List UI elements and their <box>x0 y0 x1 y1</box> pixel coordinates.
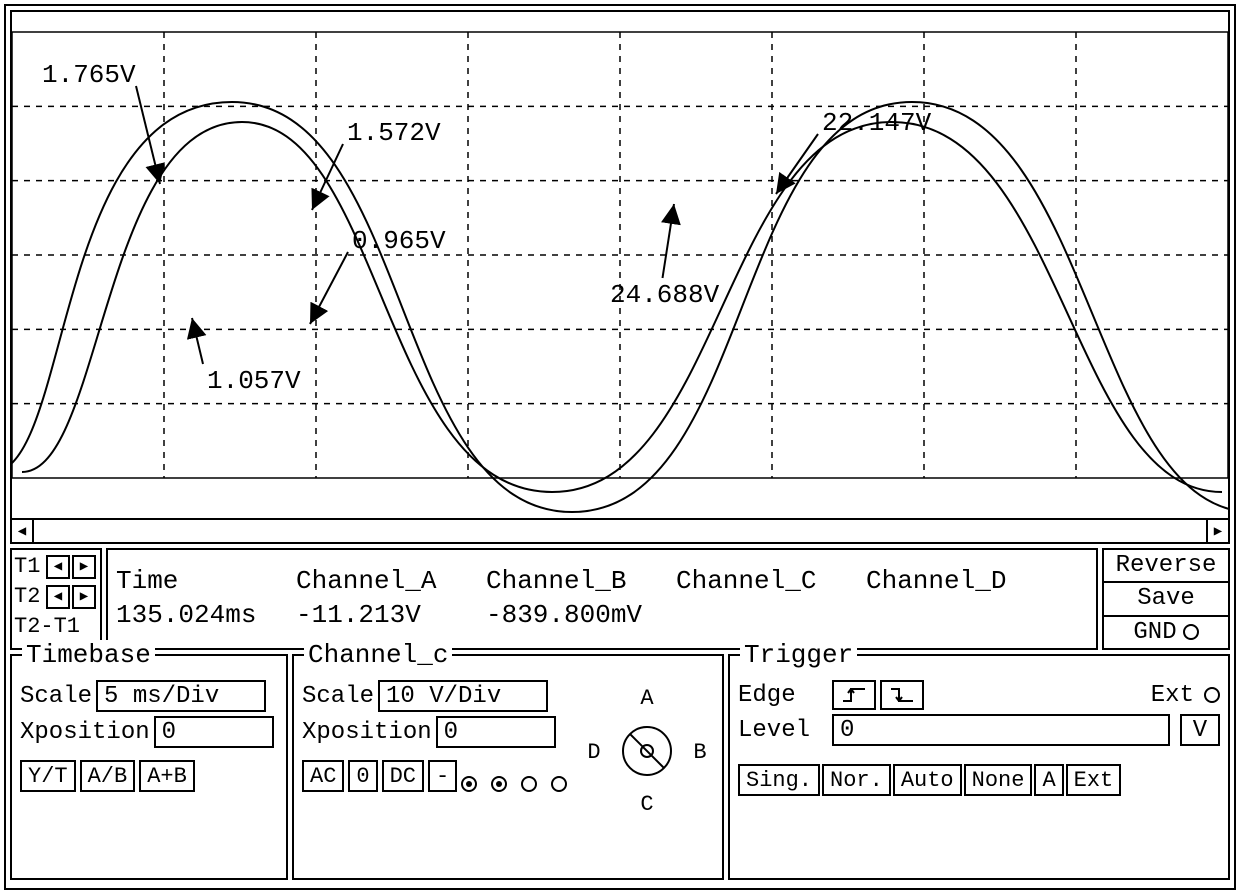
scroll-right-arrow-icon[interactable]: ▶ <box>1206 520 1228 542</box>
channel-panel: Channel_c Scale 10 V/Div Xposition 0 AC0… <box>292 654 724 880</box>
trigger-mode-buttons: Sing.Nor.AutoNoneAExt <box>738 764 1220 796</box>
channel-xpos-input[interactable]: 0 <box>436 716 556 748</box>
waveform-display: 1.765V 1.572V 0.965V 1.057V 24.688V 22.147V <box>10 10 1230 520</box>
time-cursor-controls: T1 ◀ ▶ T2 ◀ ▶ T2-T1 <box>10 548 102 650</box>
channel-selector-dial[interactable]: A B C D <box>582 686 712 816</box>
header-channel-c: Channel_C <box>676 565 866 599</box>
channel-radio-0[interactable] <box>461 776 477 792</box>
horizontal-scrollbar[interactable]: ◀ ▶ <box>10 520 1230 544</box>
falling-edge-button[interactable] <box>880 680 924 710</box>
t2-label: T2 <box>14 584 44 610</box>
selector-label-d: D <box>587 740 600 765</box>
callout-label: 1.057V <box>207 366 301 396</box>
t2-minus-t1-label: T2-T1 <box>14 614 80 640</box>
timebase-title: Timebase <box>22 640 155 670</box>
trigger-ext-radio[interactable] <box>1204 687 1220 703</box>
callout-label: 1.765V <box>42 60 136 90</box>
trigger-panel: Trigger Edge Ext Level 0 V <box>728 654 1230 880</box>
t1-left-button[interactable]: ◀ <box>46 555 70 579</box>
channel-coupling-0[interactable]: 0 <box>348 760 377 792</box>
header-time: Time <box>116 565 296 599</box>
save-button[interactable]: Save <box>1104 583 1228 616</box>
channel-radio-group <box>461 776 579 792</box>
timebase-scale-input[interactable]: 5 ms/Div <box>96 680 266 712</box>
channel-scale-label: Scale <box>302 683 374 710</box>
trigger-title: Trigger <box>740 640 857 670</box>
trigger-level-unit: V <box>1180 714 1220 746</box>
timebase-mode-buttons: Y/TA/BA+B <box>20 760 278 792</box>
timebase-xpos-label: Xposition <box>20 719 150 746</box>
timebase-mode-ab[interactable]: A/B <box>80 760 136 792</box>
callout-label: 0.965V <box>352 226 446 256</box>
channel-coupling-[interactable]: - <box>428 760 457 792</box>
value-channel-d <box>866 599 1056 633</box>
value-time: 135.024ms <box>116 599 296 633</box>
gnd-button[interactable]: GND <box>1104 617 1228 648</box>
value-channel-a: -11.213V <box>296 599 486 633</box>
trigger-mode-sing[interactable]: Sing. <box>738 764 820 796</box>
rising-edge-button[interactable] <box>832 680 876 710</box>
measurement-readout: Time Channel_A Channel_B Channel_C Chann… <box>106 548 1098 650</box>
trigger-ext-label: Ext <box>1151 682 1194 709</box>
header-channel-a: Channel_A <box>296 565 486 599</box>
oscilloscope-window: 1.765V 1.572V 0.965V 1.057V 24.688V 22.147V ◀… <box>4 4 1236 890</box>
timebase-xpos-input[interactable]: 0 <box>154 716 274 748</box>
t2-right-button[interactable]: ▶ <box>72 585 96 609</box>
trigger-mode-ext[interactable]: Ext <box>1066 764 1122 796</box>
channel-radio-1[interactable] <box>491 776 507 792</box>
scrollbar-track[interactable] <box>34 520 1206 542</box>
channel-coupling-dc[interactable]: DC <box>382 760 424 792</box>
trigger-level-label: Level <box>738 717 818 744</box>
channel-title: Channel_c <box>304 640 452 670</box>
selector-label-a: A <box>640 686 654 711</box>
t1-right-button[interactable]: ▶ <box>72 555 96 579</box>
selector-label-b: B <box>693 740 706 765</box>
channel-scale-input[interactable]: 10 V/Div <box>378 680 548 712</box>
rising-edge-icon <box>841 685 867 705</box>
trigger-mode-none[interactable]: None <box>964 764 1033 796</box>
channel-coupling-buttons: AC0DC- <box>302 760 457 792</box>
trigger-mode-auto[interactable]: Auto <box>893 764 962 796</box>
timebase-mode-yt[interactable]: Y/T <box>20 760 76 792</box>
reverse-button[interactable]: Reverse <box>1104 550 1228 583</box>
t1-label: T1 <box>14 554 44 580</box>
trigger-level-input[interactable]: 0 <box>832 714 1170 746</box>
trigger-mode-a[interactable]: A <box>1034 764 1063 796</box>
t2-left-button[interactable]: ◀ <box>46 585 70 609</box>
timebase-mode-ab[interactable]: A+B <box>139 760 195 792</box>
value-channel-b: -839.800mV <box>486 599 676 633</box>
timebase-scale-label: Scale <box>20 683 92 710</box>
falling-edge-icon <box>889 685 915 705</box>
gnd-radio-icon <box>1183 624 1199 640</box>
gnd-label: GND <box>1133 619 1176 646</box>
header-channel-b: Channel_B <box>486 565 676 599</box>
channel-radio-2[interactable] <box>521 776 537 792</box>
callout-label: 24.688V <box>610 280 720 310</box>
header-channel-d: Channel_D <box>866 565 1056 599</box>
timebase-panel: Timebase Scale 5 ms/Div Xposition 0 Y/TA… <box>10 654 288 880</box>
channel-coupling-ac[interactable]: AC <box>302 760 344 792</box>
scroll-left-arrow-icon[interactable]: ◀ <box>12 520 34 542</box>
selector-label-c: C <box>640 792 653 816</box>
value-channel-c <box>676 599 866 633</box>
channel-xpos-label: Xposition <box>302 719 432 746</box>
callout-label: 1.572V <box>347 118 441 148</box>
channel-radio-3[interactable] <box>551 776 567 792</box>
callout-label: 22.147V <box>822 108 932 138</box>
trigger-mode-nor[interactable]: Nor. <box>822 764 891 796</box>
side-buttons: Reverse Save GND <box>1102 548 1230 650</box>
trigger-edge-label: Edge <box>738 682 818 709</box>
